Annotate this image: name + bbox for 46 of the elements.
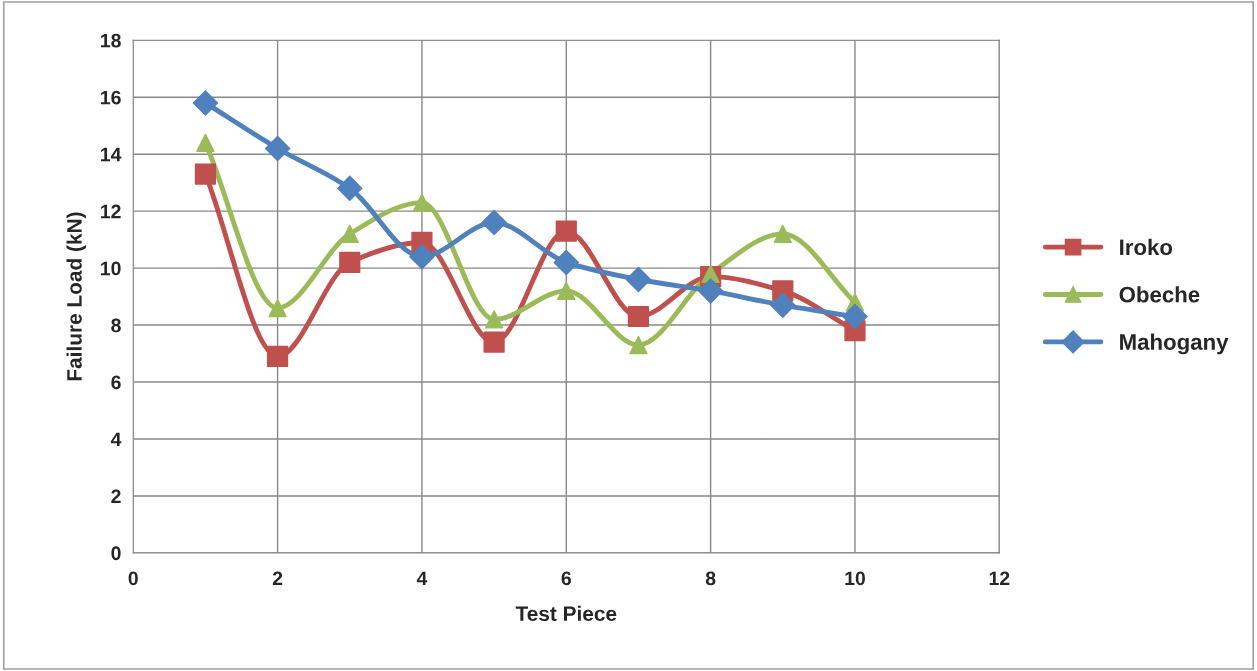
legend-label: Iroko <box>1120 238 1173 256</box>
point <box>553 249 579 276</box>
point <box>773 224 792 244</box>
y-tick-label: 10 <box>101 261 121 276</box>
point <box>627 305 650 328</box>
x-tick-label: 8 <box>705 571 716 586</box>
point <box>697 278 724 304</box>
y-tick-label: 6 <box>111 375 121 390</box>
point <box>555 220 577 242</box>
y-tick-label: 18 <box>101 33 121 48</box>
point <box>409 244 435 270</box>
y-tick-label: 16 <box>101 90 121 105</box>
point <box>264 135 291 162</box>
point <box>337 175 363 202</box>
point <box>196 133 215 152</box>
point <box>629 335 648 355</box>
y-axis-title: Failure Load (kN) <box>66 212 86 381</box>
x-tick-label: 0 <box>128 571 138 586</box>
x-axis-title: Test Piece <box>515 605 617 622</box>
legend-label: Mahogany <box>1120 333 1229 355</box>
point <box>770 292 796 318</box>
point <box>339 251 361 274</box>
y-tick-label: 12 <box>101 204 121 219</box>
y-tick-label: 14 <box>101 147 122 162</box>
point <box>481 209 507 236</box>
point <box>557 281 576 301</box>
x-tick-label: 12 <box>989 571 1010 586</box>
point <box>484 310 504 329</box>
y-tick-label: 8 <box>111 318 121 333</box>
y-tick-label: 0 <box>111 546 121 561</box>
point <box>412 193 432 212</box>
y-tick-label: 2 <box>111 489 121 503</box>
x-tick-label: 4 <box>416 571 428 586</box>
point <box>268 298 287 318</box>
x-tick-label: 6 <box>561 571 571 586</box>
point <box>483 331 505 353</box>
point <box>340 224 359 244</box>
point <box>842 303 868 330</box>
y-tick-label: 4 <box>110 432 122 447</box>
point <box>192 90 219 116</box>
point <box>194 163 217 185</box>
point <box>625 266 652 293</box>
point <box>266 345 289 367</box>
x-tick-label: 2 <box>272 571 283 586</box>
legend-label: Obeche <box>1119 286 1200 303</box>
x-tick-label: 10 <box>845 571 865 586</box>
